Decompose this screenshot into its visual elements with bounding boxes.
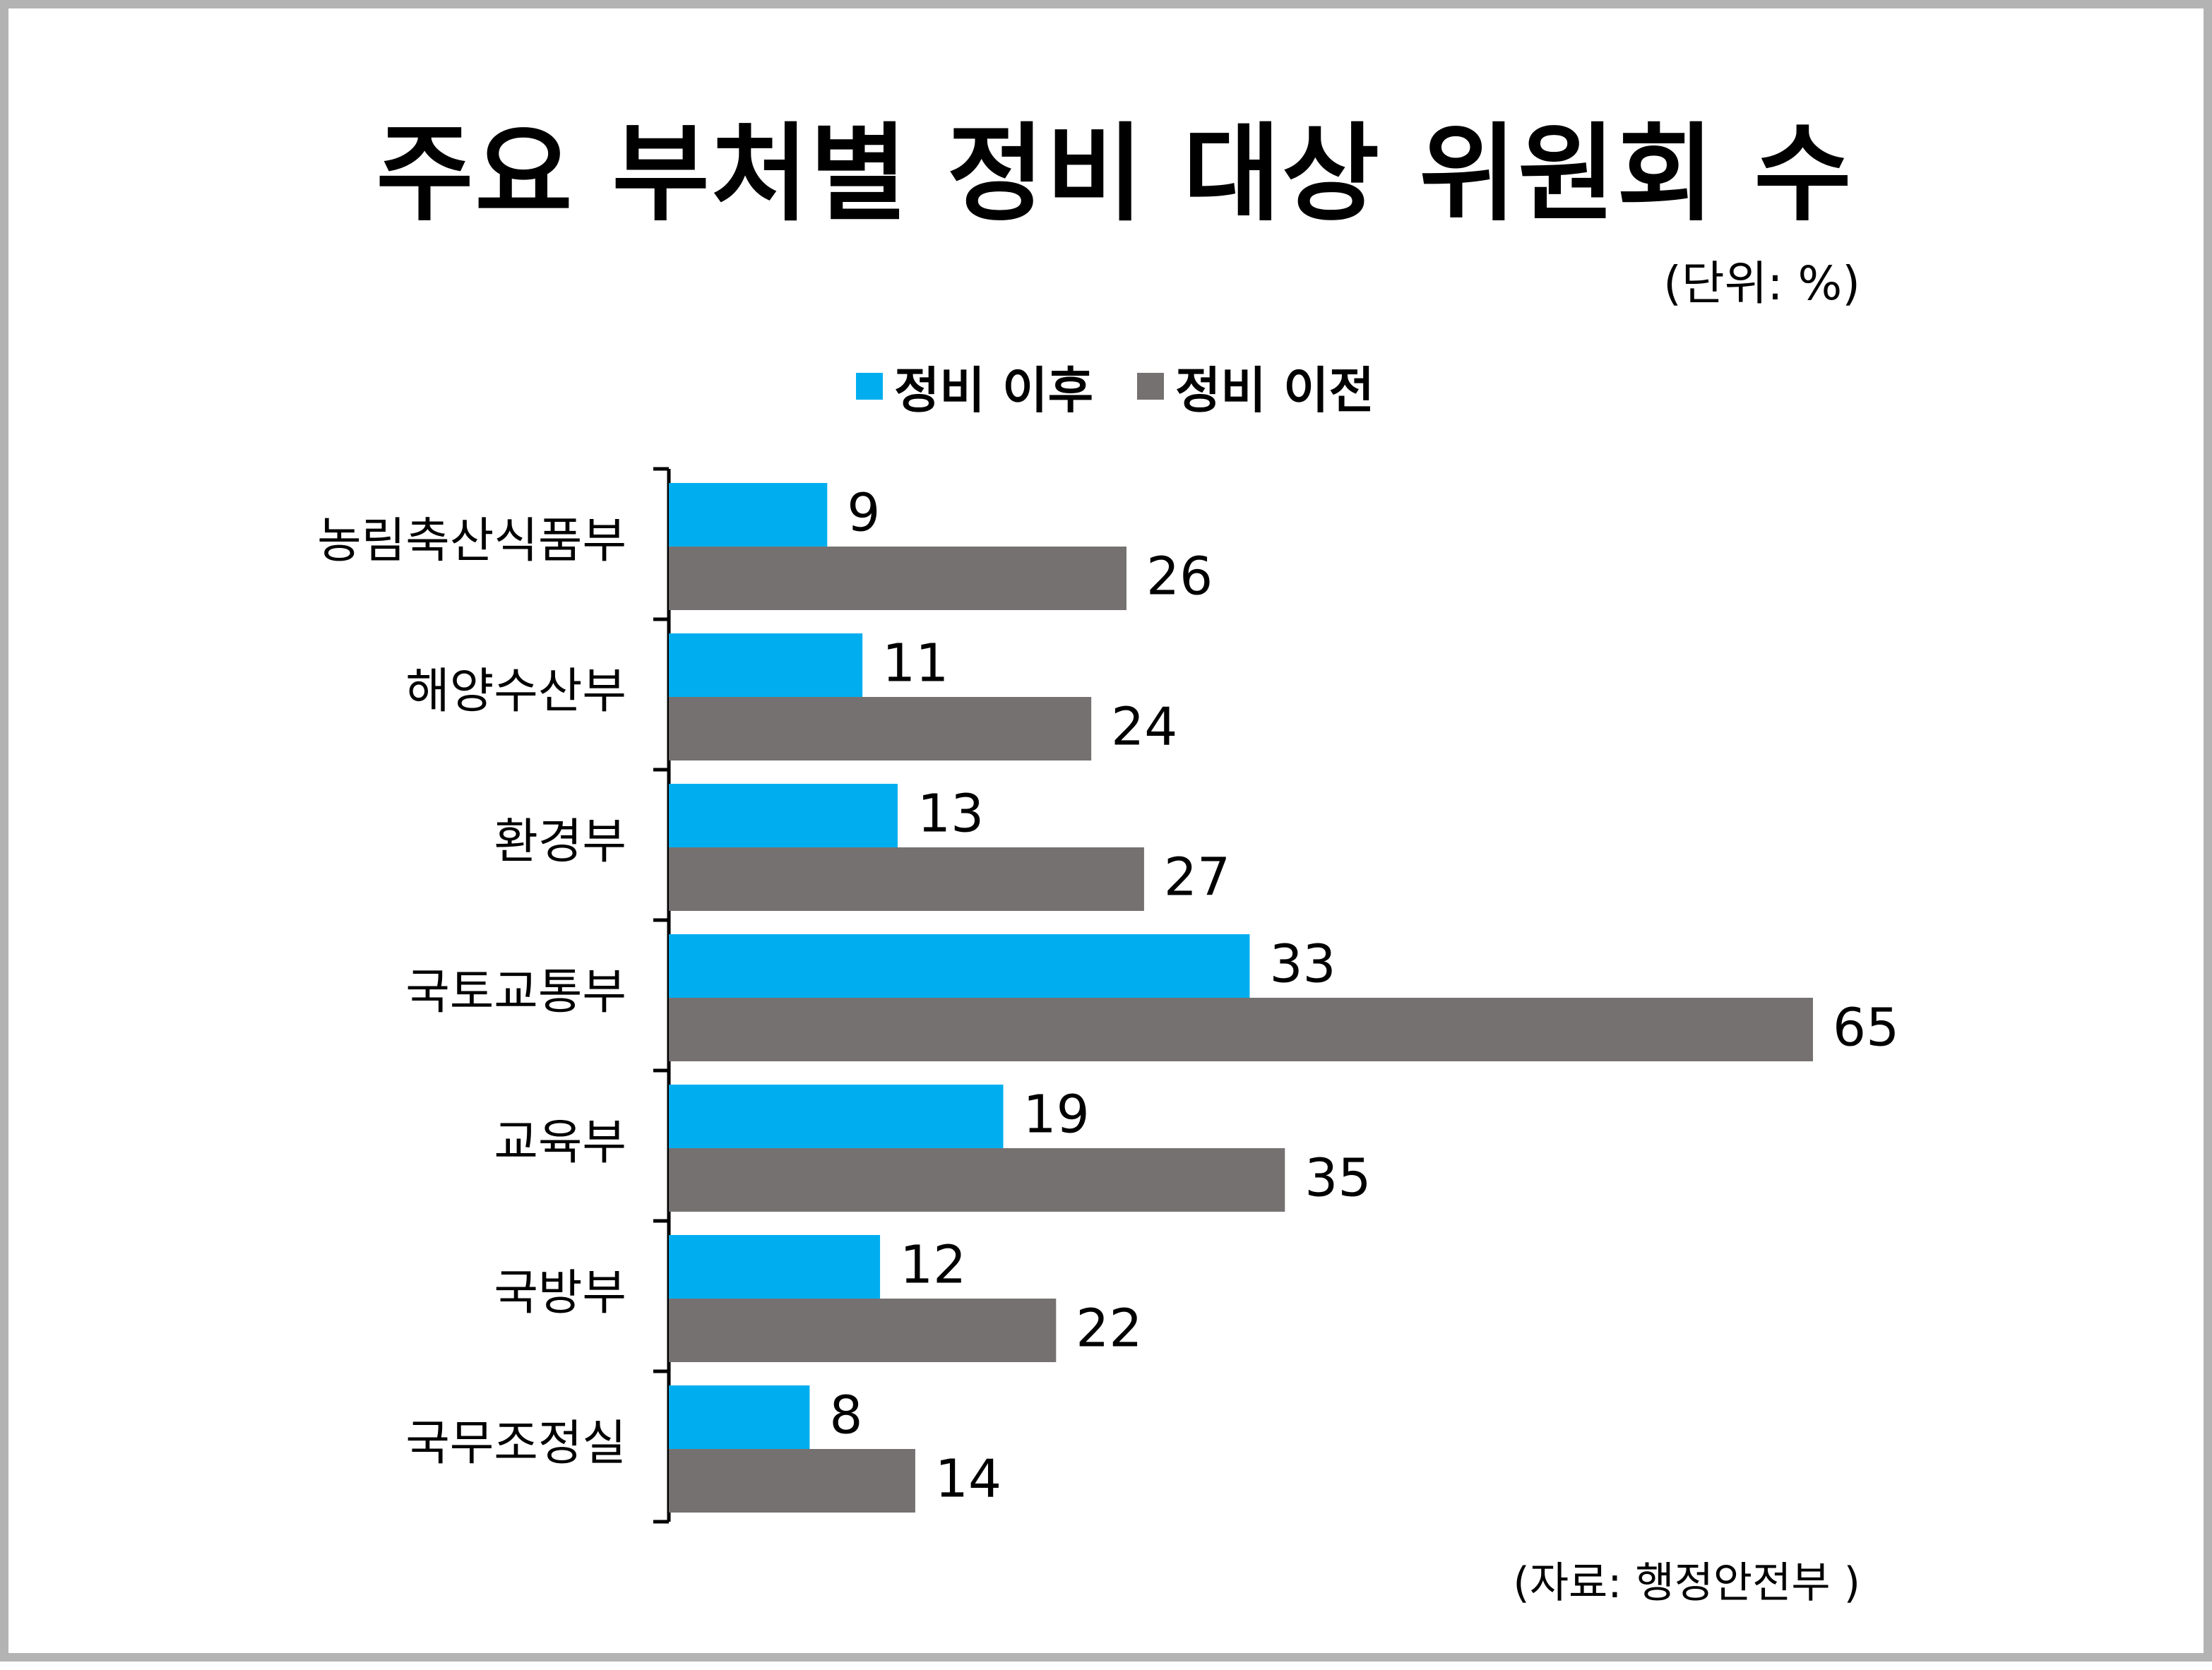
data-label-before: 27	[1164, 847, 1230, 908]
category-label: 농림축산식품부	[317, 513, 626, 569]
bar-before	[669, 1449, 915, 1513]
bar-before	[669, 1299, 1057, 1362]
bar-after	[669, 483, 828, 547]
data-label-before: 24	[1111, 697, 1177, 758]
data-label-after: 11	[882, 633, 949, 694]
bar-after	[669, 1235, 881, 1299]
data-label-after: 19	[1023, 1085, 1090, 1145]
data-label-after: 8	[829, 1385, 862, 1446]
bar-before	[669, 998, 1813, 1061]
bar-before	[669, 547, 1126, 610]
data-label-after: 12	[900, 1235, 966, 1296]
category-label: 교육부	[494, 1115, 626, 1171]
legend-label-before: 정비 이전	[1175, 361, 1374, 419]
bar-after	[669, 1085, 1004, 1148]
chart-title: 주요 부처별 정비 대상 위원회 수	[376, 113, 1853, 236]
category-label: 환경부	[494, 814, 626, 870]
bar-before	[669, 847, 1144, 911]
bar-after	[669, 784, 898, 847]
data-label-after: 13	[917, 784, 984, 845]
bar-before	[669, 697, 1092, 761]
category-label: 해양수산부	[405, 664, 626, 720]
legend-item-after: 정비 이후	[856, 351, 1093, 422]
bar-before	[669, 1148, 1285, 1212]
data-label-before: 35	[1304, 1148, 1371, 1209]
source-note: (자료: 행정안전부 )	[1513, 1558, 1860, 1608]
legend-swatch-after	[856, 373, 883, 400]
unit-note: (단위: %)	[1663, 256, 1860, 311]
bar-chart: 농림축산식품부 9 26 해양수산부 11 24 환경부 13 27 국토교통부 33 65 교육부 19…	[317, 467, 1899, 1524]
bar-after	[669, 934, 1250, 998]
data-label-before: 22	[1076, 1299, 1142, 1359]
legend: 정비 이후 정비 이전	[856, 354, 1418, 419]
data-label-before: 65	[1833, 998, 1899, 1058]
category-label: 국토교통부	[405, 965, 626, 1020]
bar-after	[669, 633, 863, 697]
legend-swatch-before	[1136, 373, 1164, 400]
data-label-after: 9	[847, 483, 880, 544]
data-label-after: 33	[1269, 934, 1336, 995]
bar-after	[669, 1385, 810, 1449]
category-label: 국무조정실	[405, 1416, 626, 1472]
data-label-before: 26	[1146, 547, 1213, 607]
legend-item-before: 정비 이전	[1136, 351, 1374, 422]
data-label-before: 14	[935, 1449, 1001, 1510]
category-label: 국방부	[494, 1265, 626, 1321]
legend-label-after: 정비 이후	[894, 361, 1093, 419]
